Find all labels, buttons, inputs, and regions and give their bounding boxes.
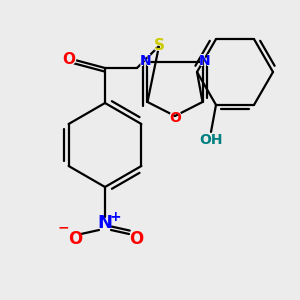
Text: O: O xyxy=(169,110,182,125)
Text: O: O xyxy=(129,230,143,248)
Text: N: N xyxy=(140,54,151,68)
Text: O: O xyxy=(62,51,76,69)
Text: S: S xyxy=(153,37,165,55)
Text: N: N xyxy=(98,214,112,232)
Text: N: N xyxy=(198,53,211,68)
Text: +: + xyxy=(109,210,121,224)
Text: O: O xyxy=(169,111,181,125)
Text: OH: OH xyxy=(198,132,224,147)
Text: −: − xyxy=(57,220,69,234)
Text: S: S xyxy=(154,38,164,53)
Text: OH: OH xyxy=(199,133,223,147)
Text: O: O xyxy=(68,230,82,248)
Text: O: O xyxy=(62,52,76,68)
Text: N: N xyxy=(139,53,152,68)
Text: N: N xyxy=(199,54,210,68)
